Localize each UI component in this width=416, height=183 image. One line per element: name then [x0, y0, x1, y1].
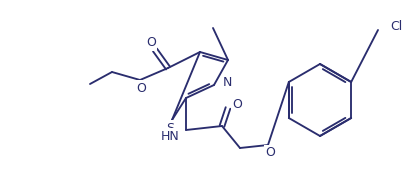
Text: N: N — [223, 76, 233, 89]
Text: O: O — [146, 36, 156, 49]
Text: HN: HN — [161, 130, 180, 143]
Text: O: O — [232, 98, 242, 111]
Text: O: O — [265, 147, 275, 160]
Text: Cl: Cl — [390, 20, 402, 33]
Text: O: O — [136, 81, 146, 94]
Text: S: S — [166, 122, 174, 135]
